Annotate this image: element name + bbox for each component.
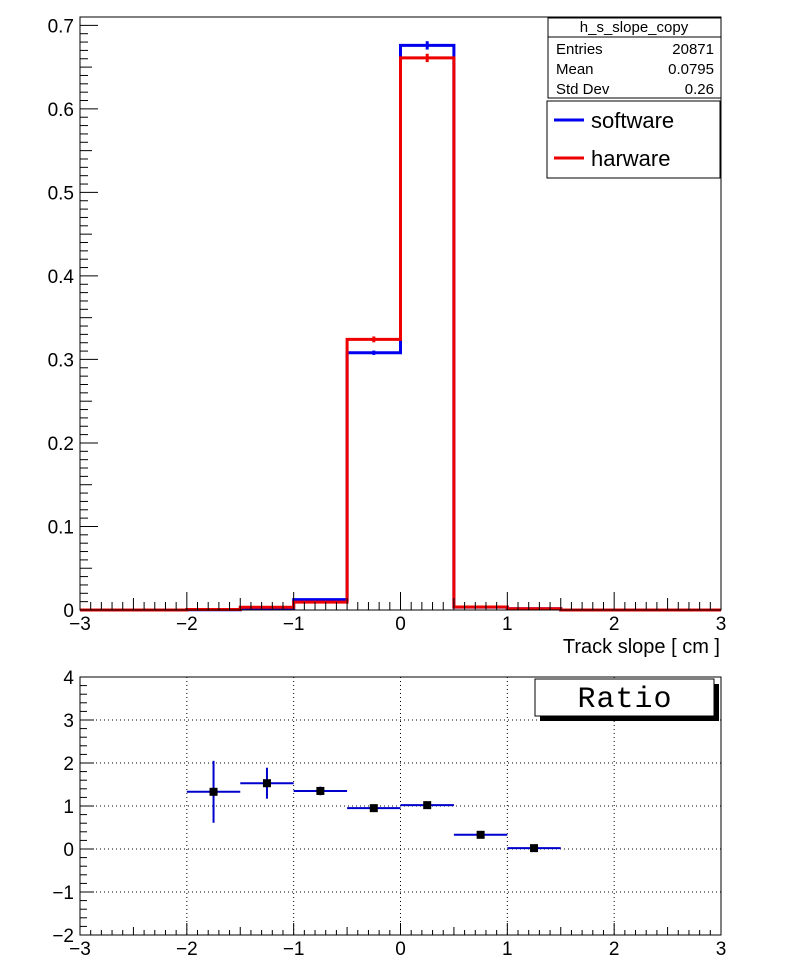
stats-box-title: h_s_slope_copy [580,19,689,36]
ratio-y-tick-label: 2 [63,754,74,775]
ratio-x-axis: −3 −2 −1 0 1 2 3 [69,923,726,960]
stats-mean-value: 0.0795 [668,61,714,78]
y-tick-label: 0.4 [48,267,75,288]
y-tick-label: 0.7 [48,16,74,37]
ratio-title-box: Ratio [534,678,719,721]
stats-stddev-value: 0.26 [685,81,714,98]
x-tick-label: −1 [283,614,305,635]
x-tick-label: 2 [609,614,620,635]
x-tick-label: −3 [69,614,91,635]
stats-box-frame [547,17,722,99]
ratio-y-tick-label: 0 [63,840,74,861]
ratio-title-frame [534,678,715,717]
x-tick-label: 3 [716,614,727,635]
ratio-x-tick-label: −3 [69,939,91,960]
ratio-y-tick-label: −1 [52,883,74,904]
histogram-y-axis: 0 0.1 0.2 0.3 0.4 0.5 0.6 0.7 [48,16,98,622]
legend-label-harware: harware [591,146,670,171]
stats-entries-value: 20871 [672,41,714,58]
x-axis-title: Track slope [ cm ] [563,636,720,658]
ratio-y-tick-label: 3 [63,711,74,732]
ratio-x-tick-label: 1 [502,939,513,960]
histogram-pad: −3 −2 −1 0 1 2 3 0 0.1 0.2 0.3 0.4 0.5 0.6 0.7 Track … [48,16,727,658]
ratio-x-tick-label: −1 [283,939,305,960]
y-tick-label: 0.2 [48,434,74,455]
ratio-point-1 [262,779,271,788]
legend-label-software: software [591,108,674,133]
histogram-x-axis: −3 −2 −1 0 1 2 3 [69,592,726,635]
ratio-x-tick-label: 0 [395,939,406,960]
ratio-points [186,760,561,853]
ratio-point-5 [476,830,485,839]
ratio-y-tick-label: 4 [63,668,74,689]
ratio-point-6 [530,844,539,853]
ratio-y-tick-label: −2 [52,926,74,947]
stats-mean-label: Mean [556,61,594,78]
ratio-x-tick-label: 2 [609,939,620,960]
legend: software harware [546,100,721,179]
ratio-point-4 [423,801,432,810]
x-tick-label: 0 [395,614,406,635]
legend-frame [546,100,721,179]
y-tick-label: 0.6 [48,100,74,121]
stats-box: h_s_slope_copy Entries 20871 Mean 0.0795… [547,17,722,99]
ratio-point-0 [209,787,218,796]
ratio-point-2 [316,786,325,795]
ratio-x-tick-label: −2 [176,939,198,960]
ratio-x-tick-label: 3 [716,939,727,960]
y-tick-label: 0.3 [48,350,74,371]
y-tick-label: 0.5 [48,183,74,204]
stats-entries-label: Entries [556,41,603,58]
x-tick-label: 1 [502,614,513,635]
y-tick-label: 0.1 [48,517,74,538]
y-tick-label: 0 [63,601,74,622]
ratio-y-tick-label: 1 [63,797,74,818]
ratio-title: Ratio [577,683,672,717]
x-tick-label: −2 [176,614,198,635]
stats-stddev-label: Std Dev [556,81,610,98]
ratio-point-3 [369,804,378,813]
ratio-y-axis: −2 −1 0 1 2 3 4 [52,668,94,947]
